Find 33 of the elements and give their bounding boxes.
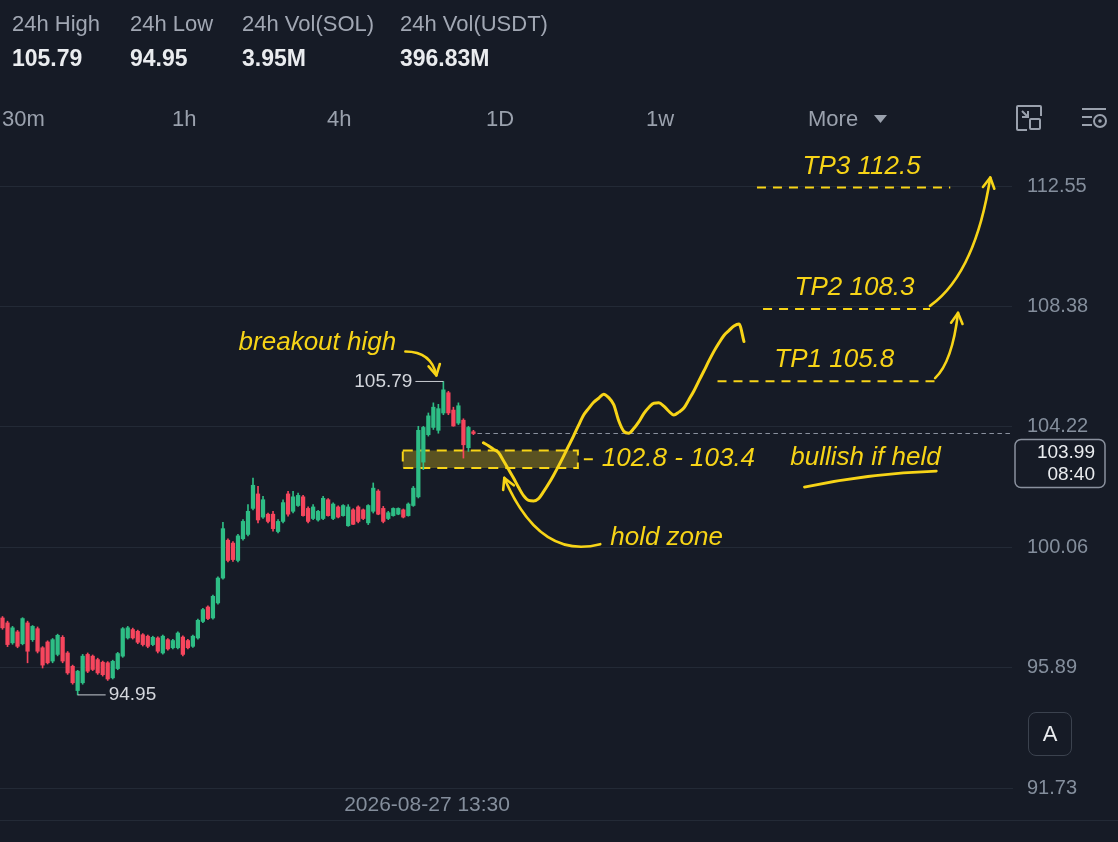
- button: A: [1028, 712, 1072, 756]
- y-tick-label: 91.73: [1027, 775, 1078, 798]
- text: 3.95M: [242, 45, 307, 71]
- y-tick-label: 108.38: [1027, 294, 1089, 317]
- text: More: [808, 106, 859, 131]
- text: 24h High: [12, 11, 101, 36]
- text: 396.83M: [400, 45, 491, 71]
- ref-line-label: TP2 108.3: [794, 271, 916, 302]
- text: 24h Vol(USDT): [400, 11, 548, 36]
- ref-line-label: TP3 112.5: [802, 149, 922, 180]
- y-tick-label: 104.22: [1027, 414, 1089, 437]
- y-tick-label: 100.06: [1027, 534, 1089, 557]
- text: 4h: [327, 106, 352, 131]
- ref-line-label: TP1 105.8: [774, 343, 895, 374]
- text: 94.95: [130, 45, 189, 71]
- ref-line-label: 103.99: [1036, 440, 1095, 462]
- text: 105.79: [12, 45, 84, 71]
- band-label: 102.8 - 103.4: [601, 442, 756, 473]
- text: 1h: [172, 106, 197, 131]
- y-tick-label: 95.89: [1027, 655, 1078, 678]
- text: 24h Vol(SOL): [242, 11, 375, 36]
- annotation: 105.79: [354, 369, 413, 391]
- annotation: breakout high: [238, 325, 397, 356]
- annotation: hold zone: [610, 521, 723, 552]
- text: 1w: [646, 106, 675, 131]
- text: 30m: [2, 106, 45, 131]
- text: 2026-08-27 13:30: [344, 791, 510, 815]
- text: 24h Low: [130, 11, 214, 36]
- text: 1D: [486, 106, 515, 131]
- annotation: bullish if held: [790, 441, 943, 472]
- y-tick-label: 112.55: [1027, 173, 1087, 196]
- annotation: 94.95: [108, 683, 157, 705]
- text: 08:40: [1047, 462, 1095, 484]
